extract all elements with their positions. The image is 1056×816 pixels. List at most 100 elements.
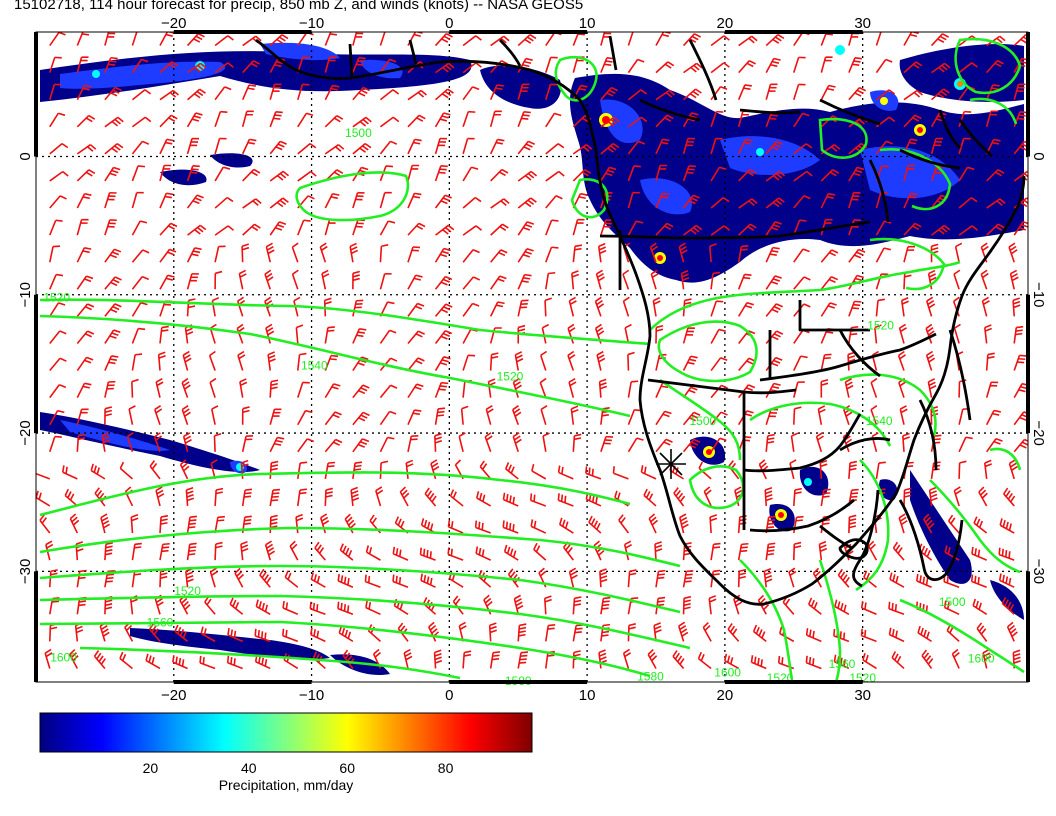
wind-barb-feather [516,604,524,610]
wind-barb-feather [928,378,936,383]
latitude-labels-right: 0−10−20−30 [1030,152,1047,584]
wind-barb-feather [300,461,308,464]
wind-barb-feather [352,274,360,278]
wind-barb-staff [104,276,116,290]
wind-barb-staff [682,438,695,453]
wind-barb-feather [254,223,261,229]
wind-barb-staff [159,248,171,263]
wind-barb-feather [170,114,178,120]
wind-barb-staff [709,517,712,534]
wind-barb-feather [155,486,163,492]
wind-barb-feather [62,170,69,177]
wind-barb-staff [889,633,905,643]
wind-barb-feather [821,379,829,383]
wind-barb-feather [362,145,369,151]
wind-barb-staff [517,111,525,128]
wind-barb-staff [985,354,989,371]
wind-barb-staff [324,411,336,426]
wind-barb-feather [445,275,453,281]
wind-barb-staff [903,165,909,182]
wind-barb-staff [462,329,472,344]
wind-barb-feather [744,304,753,309]
wind-barb-feather [951,648,959,655]
wind-barb-staff [460,408,464,425]
wind-barb-staff [241,111,248,127]
wind-barb-feather [544,595,552,600]
wind-barb-feather [389,58,397,63]
wind-barb-feather [569,296,576,302]
wind-barb-feather [293,296,301,302]
wind-barb-feather [826,196,834,199]
wind-barb-staff [319,246,327,263]
contour-label: 1500 [939,595,966,609]
wind-barb-feather [390,357,398,362]
wind-barb-feather [149,460,156,467]
wind-barb-feather [362,438,370,443]
wind-barb-feather [193,115,201,119]
wind-barb-feather [922,576,926,584]
wind-barb-feather [241,547,249,552]
wind-barb-staff [545,246,553,263]
wind-barb-staff [985,111,992,127]
wind-barb-feather [524,273,532,277]
wind-barb-feather [266,327,274,333]
wind-barb-feather [524,224,533,228]
wind-barb-feather [599,568,607,572]
wind-barb-staff [594,301,602,317]
wind-barb-feather [853,60,861,63]
wind-barb-feather [475,35,482,41]
wind-barb-feather [560,494,564,502]
wind-barb-feather [210,567,217,573]
wind-barb-feather [899,405,907,410]
wind-barb-feather [1023,199,1028,205]
wind-barb-feather [888,116,896,123]
wind-barb-feather [55,219,63,222]
wind-barb-staff [944,551,960,561]
wind-barb-feather [854,92,862,97]
wind-barb-feather [691,112,699,116]
wind-barb-staff [848,166,858,182]
wind-barb-feather [479,492,483,500]
wind-barb-staff [423,603,437,615]
wind-barb-feather [987,352,995,356]
wind-barb-feather [58,112,66,117]
lon-tick-label: 0 [445,687,453,704]
wind-barb-staff [751,661,767,670]
wind-barb-staff [925,355,933,371]
wind-barb-feather [335,438,343,444]
wind-barb-feather [688,444,696,449]
wind-barb-staff [558,471,574,480]
wind-barb-staff [953,273,960,290]
wind-barb-feather [255,198,262,204]
wind-barb-staff [903,273,906,290]
coastlines-and-borders [255,35,1026,606]
wind-barb-staff [240,462,244,479]
wind-barb-feather [230,656,233,665]
wind-barb-feather [426,490,433,497]
wind-barb-feather [440,200,448,205]
wind-barb-staff [296,462,301,479]
wind-barb-staff [407,193,416,209]
contour-label: 1500 [345,126,372,140]
wind-barb-staff [875,220,886,236]
wind-barb-feather [111,332,119,336]
wind-barb-feather [166,138,174,142]
wind-barb-feather [321,269,329,275]
wind-barb-feather [748,37,755,44]
wind-barb-feather [984,327,993,332]
wind-barb-feather [443,247,451,252]
wind-barb-feather [539,377,547,384]
wind-barb-feather [840,602,844,611]
wind-barb-staff [131,220,141,236]
wind-barb-staff [49,84,56,100]
wind-barb-staff [485,409,492,425]
wind-barb-feather [848,521,857,525]
wind-barb-feather [38,492,42,500]
wind-barb-feather [680,249,688,255]
wind-barb-staff [1013,411,1025,426]
wind-barb-staff [627,165,635,182]
wind-barb-staff [236,328,244,344]
wind-barb-staff [655,32,665,46]
wind-barb-feather [767,546,775,549]
wind-barb-feather [336,114,344,120]
